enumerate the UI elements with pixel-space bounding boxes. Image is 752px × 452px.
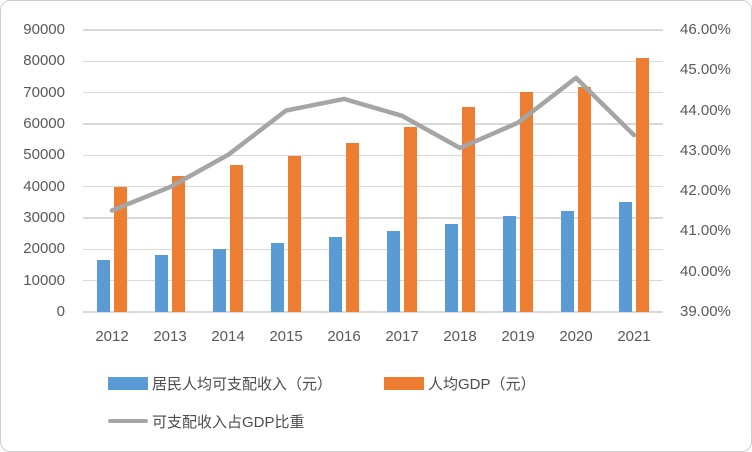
gridline xyxy=(83,154,663,157)
legend-label-ratio: 可支配收入占GDP比重 xyxy=(152,413,305,431)
y-axis-left-tick: 90000 xyxy=(23,21,65,38)
y-axis-left-tick: 0 xyxy=(56,303,65,320)
legend-label-gdp: 人均GDP（元） xyxy=(428,375,536,393)
y-axis-left-tick: 30000 xyxy=(23,209,65,226)
y-axis-left-tick: 10000 xyxy=(23,271,65,289)
bar-gdp xyxy=(114,187,127,312)
bar-gdp xyxy=(288,155,301,312)
gridline xyxy=(83,311,663,313)
gridline xyxy=(83,29,663,31)
bar-income xyxy=(503,215,516,312)
gridline xyxy=(83,185,663,188)
x-axis-tick: 2021 xyxy=(617,328,651,345)
ratio-line xyxy=(109,75,637,213)
bar-gdp xyxy=(172,175,185,312)
bar-income xyxy=(387,230,400,312)
y-axis-right-tick: 44.00% xyxy=(680,101,731,119)
bar-gdp xyxy=(346,143,359,312)
y-axis-right-tick: 42.00% xyxy=(680,182,731,200)
legend-item-ratio: 可支配收入占GDP比重 xyxy=(108,411,305,431)
bar-income xyxy=(97,260,110,312)
x-axis-tick: 2018 xyxy=(443,328,477,345)
x-axis-tick: 2012 xyxy=(95,328,129,345)
bar-gdp xyxy=(462,106,475,312)
legend-swatch-income xyxy=(108,376,148,390)
legend-swatch-gdp xyxy=(384,376,424,390)
bar-gdp xyxy=(520,91,533,312)
bar-income xyxy=(329,237,342,312)
x-axis-tick: 2020 xyxy=(559,328,593,345)
legend-label-income: 居民人均可支配收入（元） xyxy=(152,375,333,393)
y-axis-right-tick: 43.00% xyxy=(680,141,731,159)
bar-income xyxy=(271,243,284,312)
x-axis-tick: 2019 xyxy=(501,328,535,345)
bar-gdp xyxy=(230,164,243,312)
legend-item-gdp: 人均GDP（元） xyxy=(384,373,536,393)
y-axis-left-tick: 60000 xyxy=(23,115,65,132)
bar-gdp xyxy=(404,126,417,312)
bar-income xyxy=(445,223,458,312)
x-axis-tick: 2017 xyxy=(385,328,419,345)
y-axis-left-tick: 20000 xyxy=(23,240,65,258)
y-axis-right-tick: 40.00% xyxy=(680,262,731,280)
x-axis-tick: 2014 xyxy=(211,328,245,345)
gridline xyxy=(83,123,663,125)
y-axis-left-tick: 70000 xyxy=(23,83,65,101)
y-axis-right-tick: 45.00% xyxy=(680,61,731,79)
bar-income xyxy=(561,211,574,312)
y-axis-right-tick: 39.00% xyxy=(680,303,731,320)
x-axis-tick: 2015 xyxy=(269,328,303,345)
y-axis-left-tick: 80000 xyxy=(23,52,65,70)
y-axis-right-tick: 46.00% xyxy=(680,21,731,38)
bar-gdp xyxy=(636,58,649,312)
x-axis-tick: 2013 xyxy=(153,328,187,345)
bar-income xyxy=(155,254,168,312)
gridline xyxy=(83,60,663,63)
bar-gdp xyxy=(578,86,591,312)
bar-income xyxy=(619,201,632,312)
y-axis-right-tick: 41.00% xyxy=(680,222,731,240)
x-axis-tick: 2016 xyxy=(327,328,361,345)
gridline xyxy=(83,91,663,94)
gridline xyxy=(83,217,663,219)
y-axis-left-tick: 40000 xyxy=(23,177,65,195)
legend-swatch-ratio xyxy=(108,418,148,424)
y-axis-left-tick: 50000 xyxy=(23,146,65,164)
gridline xyxy=(83,279,663,282)
gridline xyxy=(83,248,663,251)
bar-income xyxy=(213,248,226,312)
legend-item-income: 居民人均可支配收入（元） xyxy=(108,373,332,393)
